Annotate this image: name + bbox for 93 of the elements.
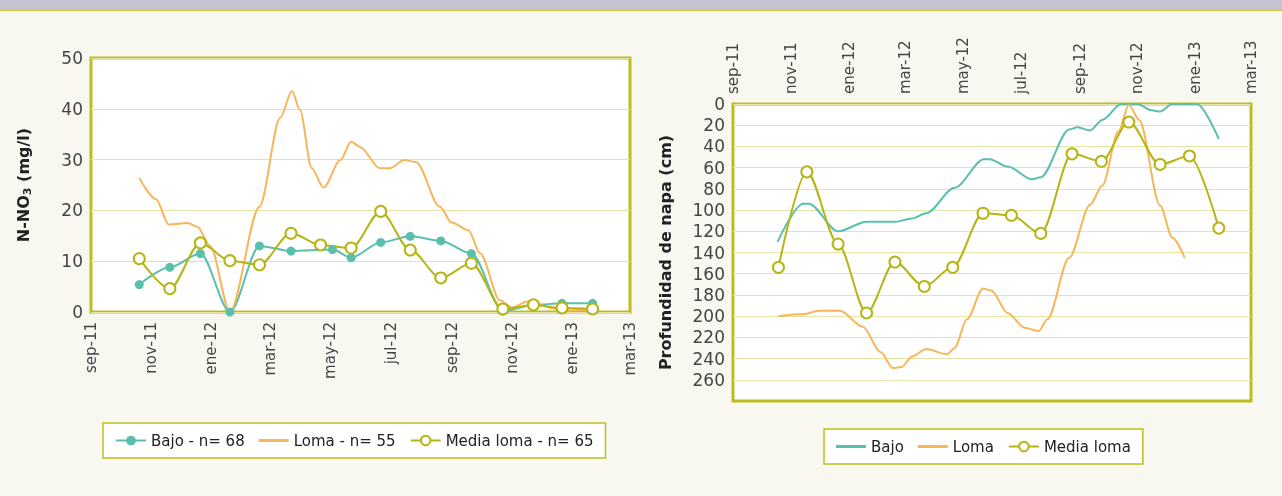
point (344, 241, 358, 255)
point (436, 236, 446, 246)
point (403, 243, 417, 257)
point (253, 258, 266, 272)
point (255, 241, 264, 251)
x-tick-label: ene-12 (202, 322, 221, 375)
point (327, 245, 337, 255)
point (800, 165, 814, 179)
x-tick-label: ene-13 (1186, 41, 1205, 94)
x-tick-label: sep-12 (1070, 42, 1089, 94)
point (165, 262, 175, 272)
line-series (776, 103, 1220, 243)
legend-label: Loma (952, 437, 994, 456)
y-tick-label: 30 (61, 149, 83, 170)
point (405, 231, 415, 241)
point (946, 260, 960, 274)
x-tick-label: nov-12 (502, 322, 521, 374)
point (163, 282, 177, 296)
y-tick-label: 240 (692, 348, 725, 369)
point (314, 238, 328, 252)
point (860, 306, 874, 320)
point (1153, 157, 1167, 171)
x-tick-label: sep-11 (724, 42, 742, 94)
x-tick-label: nov-11 (781, 42, 800, 94)
point (225, 307, 235, 317)
point (1034, 226, 1048, 240)
point (1122, 115, 1136, 129)
point (586, 302, 600, 316)
x-tick-label: sep-12 (442, 322, 461, 374)
x-tick-label: jul-12 (381, 322, 400, 366)
legend-label: Bajo - n= 68 (151, 431, 245, 450)
x-tick-label: mar-12 (261, 322, 280, 376)
point (286, 246, 296, 256)
y-axis-title: Profundidad de napa (cm) (655, 134, 675, 371)
point (771, 260, 785, 274)
point (434, 271, 448, 285)
point (466, 249, 476, 259)
y-tick-label: 180 (692, 284, 725, 305)
point (917, 279, 931, 293)
point (831, 237, 845, 251)
point (555, 301, 569, 315)
y-tick-label: 20 (703, 115, 725, 136)
x-tick-label: sep-11 (82, 322, 100, 374)
point (195, 249, 205, 259)
x-tick-label: nov-11 (142, 322, 161, 374)
x-tick-label: mar-12 (896, 40, 915, 94)
point (284, 226, 298, 240)
legend-label: Loma - n= 55 (293, 431, 396, 450)
y-tick-label: 0 (714, 94, 725, 114)
point (1212, 221, 1226, 235)
x-tick-label: may-12 (321, 322, 340, 379)
y-tick-label: 20 (61, 200, 83, 221)
point (464, 256, 478, 270)
point (134, 280, 144, 290)
y-tick-label: 100 (692, 200, 725, 221)
point (888, 255, 902, 269)
y-tick-label: 260 (692, 369, 725, 390)
point (1094, 154, 1108, 168)
line-series (777, 104, 1186, 370)
y-axis-title: N-NO3 (mg/l) (14, 127, 34, 243)
y-tick-label: 160 (692, 263, 725, 284)
y-tick-label: 60 (703, 157, 725, 178)
y-tick-label: 10 (61, 251, 83, 272)
point (374, 204, 388, 218)
y-tick-label: 40 (703, 136, 725, 157)
y-tick-label: 220 (692, 327, 725, 348)
point (193, 236, 207, 250)
point (1182, 149, 1196, 163)
point (1004, 208, 1018, 222)
legend-label: Media loma (1043, 437, 1131, 456)
point (376, 237, 386, 247)
y-tick-label: 120 (692, 221, 725, 242)
y-tick-label: 50 (61, 48, 83, 68)
y-tick-label: 40 (61, 98, 83, 119)
x-tick-label: mar-13 (1242, 40, 1260, 94)
point (346, 253, 356, 263)
y-tick-label: 0 (72, 302, 83, 322)
x-tick-label: nov-12 (1128, 42, 1147, 94)
point (1065, 147, 1079, 161)
x-tick-label: may-12 (954, 37, 973, 94)
point (223, 254, 237, 268)
point (976, 206, 990, 220)
x-tick-label: ene-12 (839, 41, 858, 94)
point (132, 252, 146, 266)
legend-label: Media loma - n= 65 (445, 431, 594, 450)
x-tick-label: mar-13 (621, 322, 639, 376)
y-tick-label: 140 (692, 242, 725, 263)
y-tick-label: 80 (703, 178, 725, 199)
point (496, 302, 510, 316)
x-tick-label: jul-12 (1011, 51, 1030, 95)
x-tick-label: ene-13 (562, 322, 581, 375)
y-tick-label: 200 (692, 306, 725, 327)
legend-label: Bajo (871, 437, 904, 456)
